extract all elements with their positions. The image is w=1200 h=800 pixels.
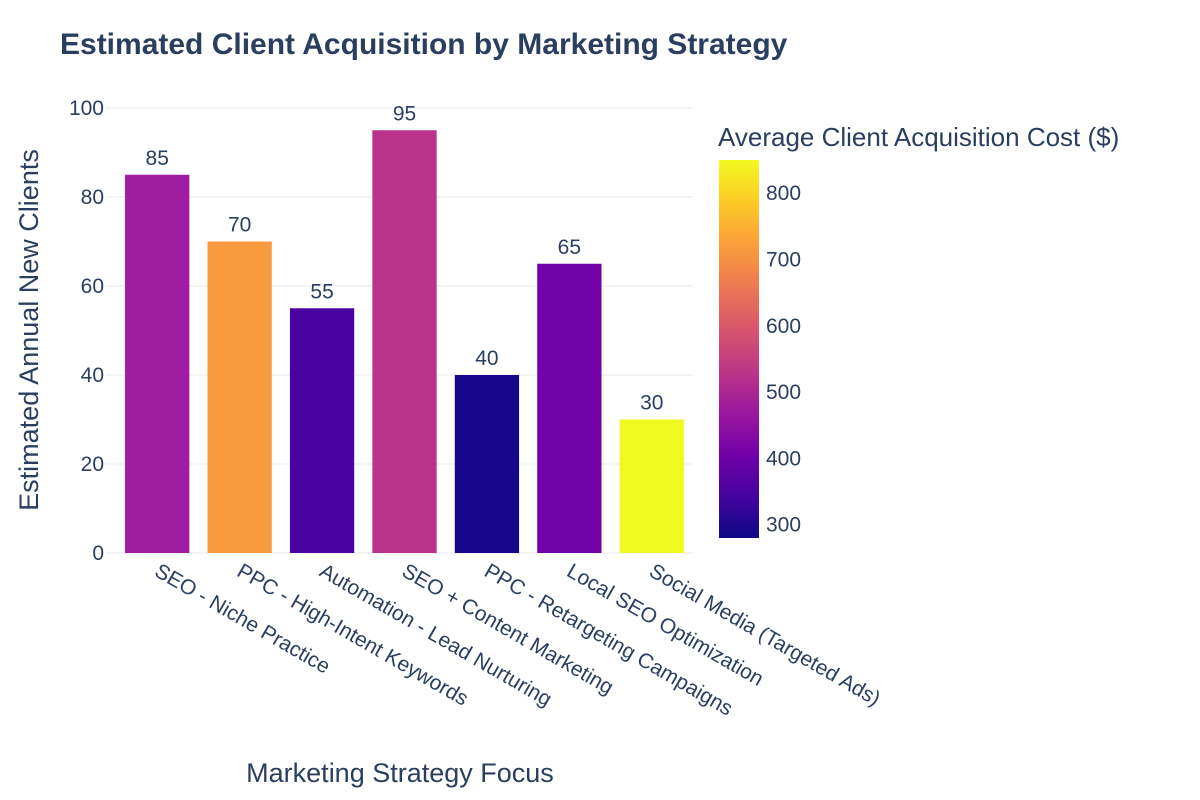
x-axis-title: Marketing Strategy Focus [246, 758, 554, 788]
bar[interactable] [372, 130, 437, 553]
colorbar-tick-label: 400 [766, 447, 801, 470]
bar-value-label: 70 [228, 214, 251, 237]
colorbar-ticks: 300 400 500 600 700 800 [766, 182, 801, 537]
y-tick-label: 20 [81, 453, 104, 476]
colorbar-title: Average Client Acquisition Cost ($) [718, 122, 1119, 152]
y-tick-label: 0 [92, 542, 104, 565]
y-axis-title: Estimated Annual New Clients [14, 149, 44, 511]
colorbar-tick-label: 800 [766, 182, 801, 205]
bar-value-label: 55 [310, 280, 333, 303]
bar-value-label: 40 [475, 347, 498, 370]
bar[interactable] [207, 241, 272, 554]
chart-title: Estimated Client Acquisition by Marketin… [60, 28, 788, 61]
bar-value-label: 95 [393, 102, 416, 125]
bar[interactable] [125, 174, 190, 553]
bar[interactable] [289, 308, 355, 553]
colorbar-tick-label: 700 [766, 248, 801, 271]
bar-value-label: 85 [146, 147, 169, 170]
bar-value-labels: 85 70 55 95 40 65 30 [146, 102, 664, 414]
y-tick-label: 40 [81, 364, 104, 387]
bar-value-label: 30 [640, 392, 663, 415]
bars [125, 130, 684, 553]
colorbar-tick-label: 300 [766, 514, 801, 537]
bar-value-label: 65 [558, 236, 581, 259]
colorbar-tick-label: 500 [766, 381, 801, 404]
y-tick-label: 100 [69, 97, 104, 120]
bar[interactable] [537, 263, 602, 553]
colorbar [719, 160, 759, 538]
colorbar-tick-label: 600 [766, 315, 801, 338]
bar[interactable] [454, 375, 520, 553]
y-tick-label: 80 [81, 186, 104, 209]
y-axis-ticks: 0 20 40 60 80 100 [69, 97, 104, 565]
bar[interactable] [619, 419, 684, 554]
y-tick-label: 60 [81, 275, 104, 298]
